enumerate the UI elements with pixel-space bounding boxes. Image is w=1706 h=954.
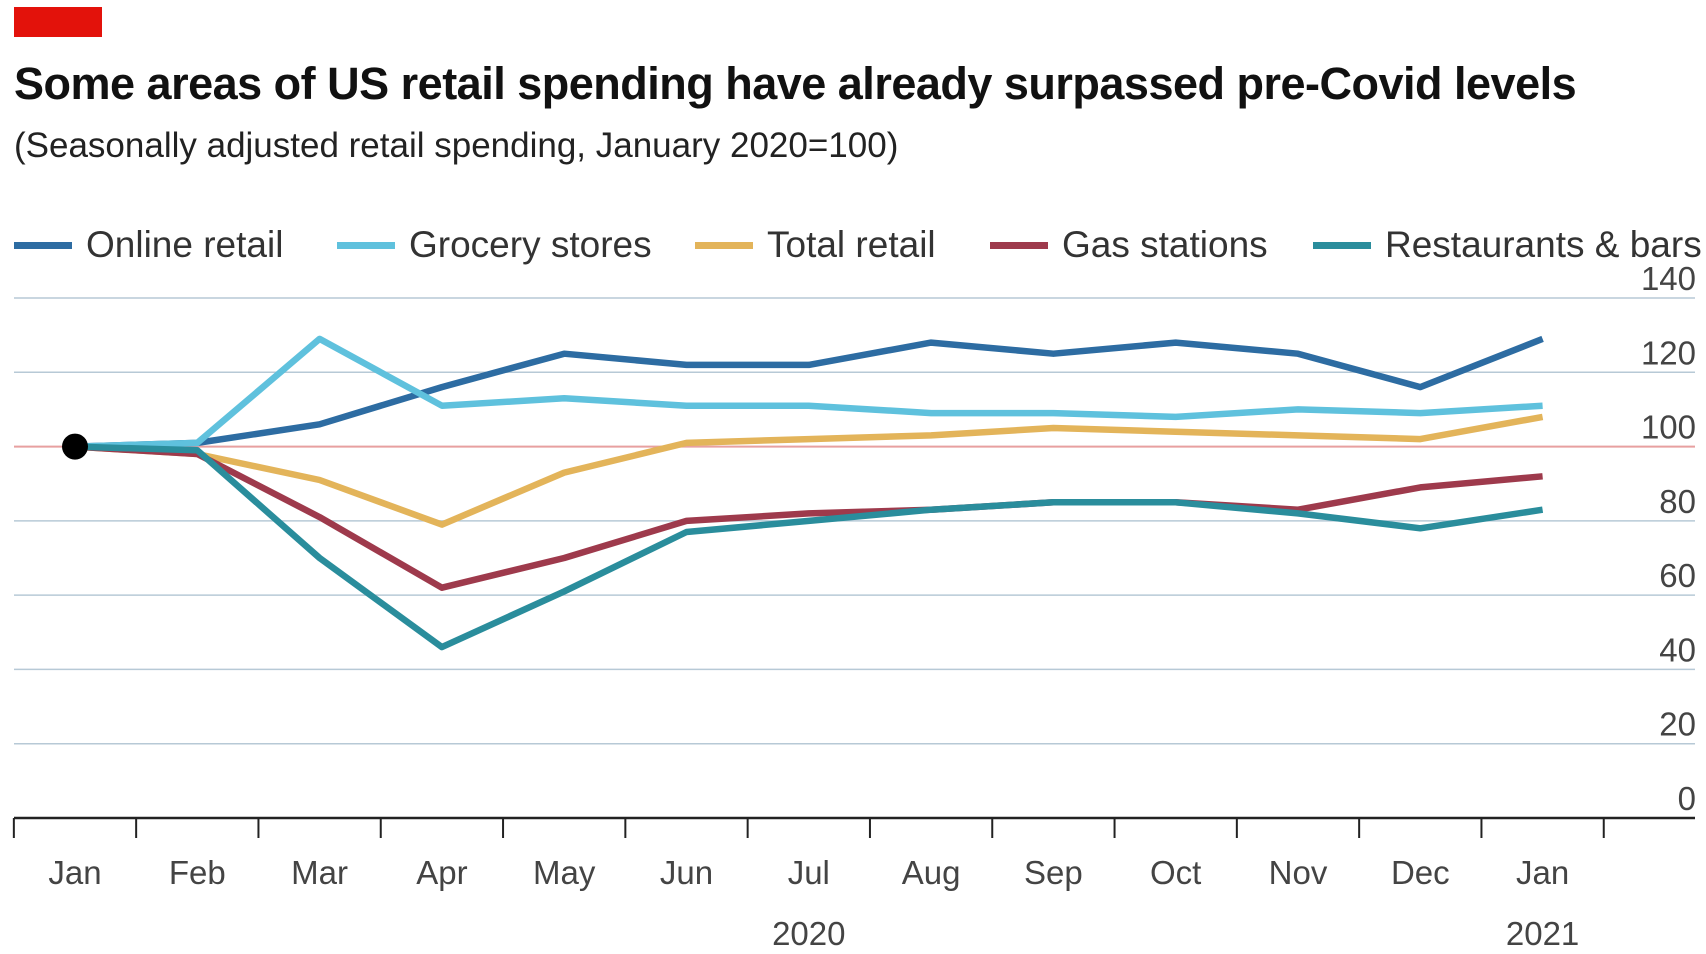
x-tick-label-9: Oct [1150,854,1201,891]
legend-label: Grocery stores [409,224,652,265]
x-tick-label-11: Dec [1391,854,1450,891]
series-line-total-retail [74,413,1544,528]
x-tick-label-0: Jan [48,854,101,891]
legend-label: Total retail [767,224,936,265]
x-tick-label-1: Feb [169,854,226,891]
series-line-restaurants-bars [74,443,1544,651]
legend-swatch [990,241,1048,249]
start-marker [62,433,88,460]
legend-item-gas-stations: Gas stations [990,220,1268,270]
legend-item-online-retail: Online retail [14,220,283,270]
legend-label: Online retail [86,224,284,265]
chart-subtitle: (Seasonally adjusted retail spending, Ja… [14,126,899,165]
x-tick-label-4: May [533,854,596,891]
series-line-online-retail [74,335,1544,450]
year-label-2021: 2021 [1506,915,1579,952]
y-tick-label-40: 40 [1659,631,1696,668]
x-tick-label-7: Aug [902,854,961,891]
x-tick-label-8: Sep [1024,854,1083,891]
legend-swatch [14,241,72,249]
legend-swatch [1313,241,1371,249]
legend-swatch [695,241,753,249]
y-tick-label-100: 100 [1641,409,1696,446]
chart-legend: Online retail Grocery stores Total retail G… [0,220,1706,270]
x-tick-label-3: Apr [416,854,467,891]
y-tick-label-20: 20 [1659,706,1696,743]
brand-tag [14,7,102,37]
legend-item-grocery-stores: Grocery stores [337,220,652,270]
x-tick-label-5: Jun [660,854,713,891]
series-line-grocery-stores [74,335,1543,450]
y-tick-label-120: 120 [1641,334,1696,371]
legend-label: Gas stations [1062,224,1268,265]
legend-item-restaurants-bars: Restaurants & bars [1313,220,1702,270]
chart-title: Some areas of US retail spending have al… [14,58,1577,109]
y-tick-label-80: 80 [1659,483,1696,520]
year-label-2020: 2020 [772,915,845,952]
x-tick-label-10: Nov [1269,854,1328,891]
legend-label: Restaurants & bars [1385,224,1702,265]
y-tick-label-140: 140 [1641,260,1696,297]
y-tick-label-0: 0 [1678,780,1696,817]
series-line-gas-stations [74,443,1543,591]
y-tick-label-60: 60 [1659,557,1696,594]
x-tick-label-12: Jan [1516,854,1569,891]
x-tick-label-6: Jul [788,854,830,891]
x-tick-label-2: Mar [291,854,348,891]
legend-item-total-retail: Total retail [695,220,936,270]
legend-swatch [337,241,395,249]
